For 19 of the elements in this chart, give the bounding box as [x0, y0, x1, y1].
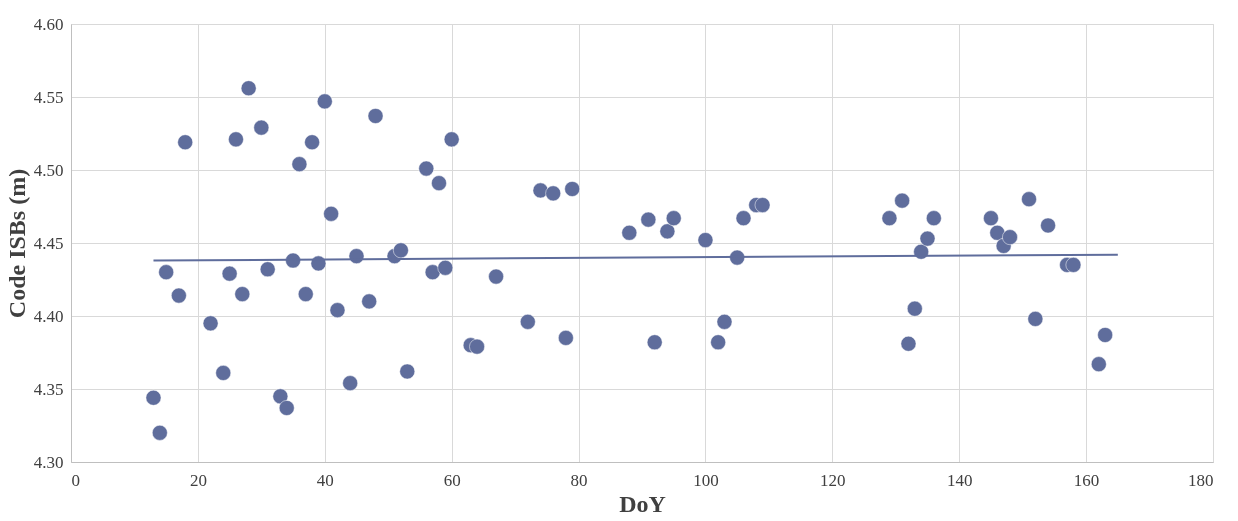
y-tick-label: 4.50 [33, 160, 64, 180]
y-tick-label: 4.30 [33, 452, 64, 472]
x-tick-label: 20 [189, 470, 207, 490]
y-tick-label: 4.45 [33, 233, 64, 253]
x-tick-label: 100 [693, 470, 719, 490]
x-tick-label: 120 [820, 470, 846, 490]
y-tick-label: 4.55 [33, 87, 64, 107]
x-tick-label: 140 [946, 470, 973, 490]
x-tick-label: 0 [71, 470, 80, 490]
y-tick-label: 4.35 [33, 379, 64, 399]
y-tick-label: 4.40 [33, 306, 64, 326]
x-tick-label: 40 [316, 470, 334, 490]
x-tick-label: 180 [1188, 470, 1214, 490]
x-tick-label: 80 [570, 470, 588, 490]
x-tick-label: 60 [443, 470, 461, 490]
y-axis-title: Code ISBs (m) [3, 168, 30, 319]
x-axis-title: DoY [619, 490, 666, 517]
y-tick-label: 4.60 [33, 14, 64, 34]
x-tick-label: 160 [1073, 470, 1100, 490]
